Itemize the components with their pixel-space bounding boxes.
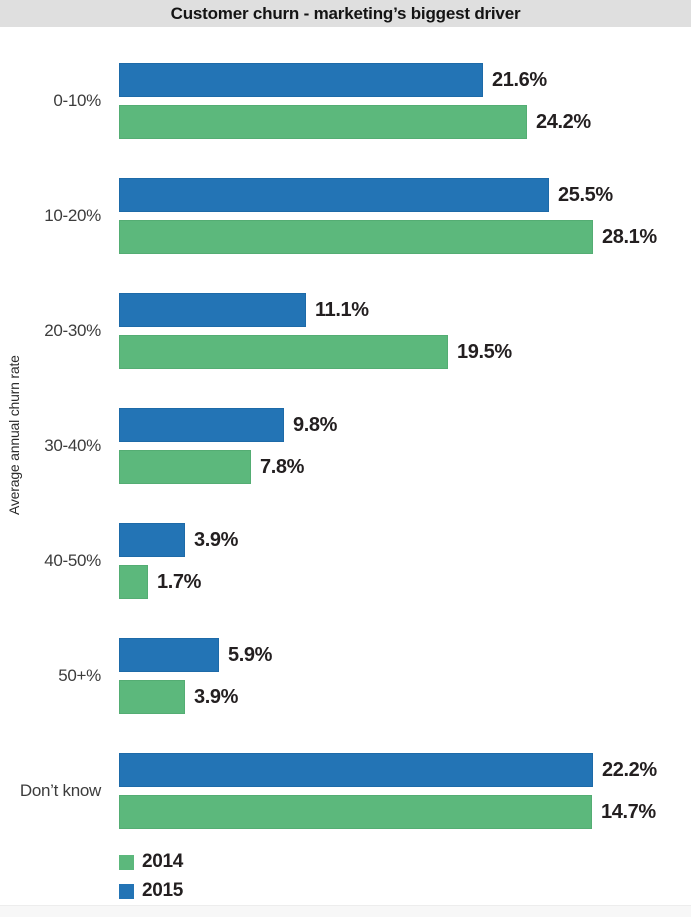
bar-row-2015: 21.6%: [119, 63, 547, 97]
bar-2014: [119, 220, 593, 254]
category-label: 40-50%: [44, 551, 101, 570]
legend-item-2014: 2014: [119, 851, 184, 872]
chart-title: Customer churn - marketing’s biggest dri…: [170, 3, 521, 23]
category-label: 10-20%: [44, 206, 101, 225]
bar-2015: [119, 523, 185, 557]
chart-group: 10-20% 25.5% 28.1%: [0, 178, 691, 254]
bar-row-2014: 24.2%: [119, 105, 591, 139]
legend-swatch-2015: [119, 883, 134, 899]
bar-value-label: 19.5%: [457, 340, 512, 363]
category-label: 50+%: [58, 666, 101, 685]
bar-row-2014: 19.5%: [119, 335, 512, 369]
bar-row-2014: 1.7%: [119, 565, 201, 599]
category-label: 30-40%: [44, 436, 101, 455]
legend-swatch-2014: [119, 854, 134, 870]
title-band: Customer churn - marketing’s biggest dri…: [0, 0, 691, 27]
chart-group: 20-30% 11.1% 19.5%: [0, 293, 691, 369]
chart-group: Don’t know 22.2% 14.7%: [0, 753, 691, 829]
bar-row-2015: 11.1%: [119, 293, 369, 327]
bar-2015: [119, 408, 284, 442]
category-label: 20-30%: [44, 321, 101, 340]
bar-2015: [119, 63, 483, 97]
category-label: Don’t know: [19, 781, 101, 800]
bar-value-label: 14.7%: [601, 800, 656, 823]
bar-row-2015: 5.9%: [119, 638, 272, 672]
bar-row-2014: 3.9%: [119, 680, 238, 714]
bar-2015: [119, 178, 549, 212]
bar-chart: 0-10% 21.6% 24.2% 10-20% 25.5% 28.1% 20-…: [0, 63, 691, 833]
bar-row-2014: 14.7%: [119, 795, 656, 829]
chart-group: 50+% 5.9% 3.9%: [0, 638, 691, 714]
bar-value-label: 25.5%: [558, 183, 613, 206]
bar-2015: [119, 293, 306, 327]
legend-label: 2015: [142, 880, 184, 901]
bottom-strip: [0, 905, 691, 917]
bar-value-label: 5.9%: [228, 643, 272, 666]
bar-2014: [119, 335, 448, 369]
bar-value-label: 11.1%: [315, 298, 369, 321]
bar-row-2015: 22.2%: [119, 753, 657, 787]
bar-row-2014: 7.8%: [119, 450, 304, 484]
bar-2014: [119, 450, 251, 484]
chart-group: 0-10% 21.6% 24.2%: [0, 63, 691, 139]
bar-2014: [119, 565, 148, 599]
bar-value-label: 24.2%: [536, 110, 591, 133]
bar-row-2015: 9.8%: [119, 408, 337, 442]
bar-2014: [119, 680, 185, 714]
chart-group: 40-50% 3.9% 1.7%: [0, 523, 691, 599]
legend-label: 2014: [142, 851, 184, 872]
legend-item-2015: 2015: [119, 880, 184, 901]
legend: 2014 2015: [119, 851, 184, 912]
bar-value-label: 28.1%: [602, 225, 657, 248]
category-label: 0-10%: [53, 91, 101, 110]
bar-value-label: 3.9%: [194, 528, 238, 551]
bar-2015: [119, 638, 219, 672]
bar-value-label: 22.2%: [602, 758, 657, 781]
bar-value-label: 1.7%: [157, 570, 201, 593]
bar-value-label: 9.8%: [293, 413, 337, 436]
bar-value-label: 21.6%: [492, 68, 547, 91]
chart-group: 30-40% 9.8% 7.8%: [0, 408, 691, 484]
bar-2015: [119, 753, 593, 787]
bar-2014: [119, 795, 592, 829]
bar-row-2014: 28.1%: [119, 220, 657, 254]
bar-2014: [119, 105, 527, 139]
bar-value-label: 3.9%: [194, 685, 238, 708]
bar-value-label: 7.8%: [260, 455, 304, 478]
bar-row-2015: 3.9%: [119, 523, 238, 557]
bar-row-2015: 25.5%: [119, 178, 613, 212]
